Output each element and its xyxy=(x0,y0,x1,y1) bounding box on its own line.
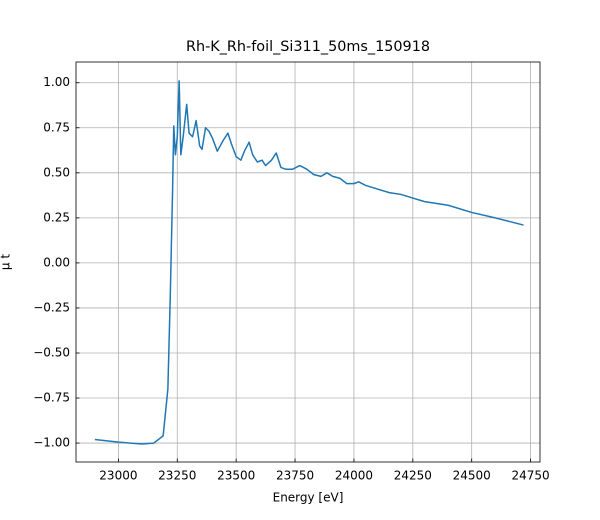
y-tick-label: 0.00 xyxy=(43,255,70,269)
y-tick-label: −0.50 xyxy=(33,345,70,359)
y-tick-label: 0.25 xyxy=(43,210,70,224)
plot-frame xyxy=(75,61,541,463)
chart-title: Rh-K_Rh-foil_Si311_50ms_150918 xyxy=(186,39,430,55)
y-tick-label: 0.50 xyxy=(43,165,70,179)
y-tick-label: −1.00 xyxy=(33,436,70,450)
y-axis-label: μ t xyxy=(0,254,13,270)
y-tick-label: −0.25 xyxy=(33,300,70,314)
x-tick-label: 23500 xyxy=(217,469,255,483)
x-tick-label: 24500 xyxy=(453,469,491,483)
x-tick-label: 24000 xyxy=(335,469,373,483)
x-tick-label: 23750 xyxy=(276,469,314,483)
y-tick-label: 0.75 xyxy=(43,120,70,134)
x-tick-label: 23250 xyxy=(158,469,196,483)
y-tick-label: 1.00 xyxy=(43,75,70,89)
y-tick-label: −0.75 xyxy=(33,391,70,405)
x-tick-label: 23000 xyxy=(99,469,137,483)
data-line xyxy=(94,80,524,445)
x-axis-label: Energy [eV] xyxy=(273,491,344,505)
x-tick-label: 24250 xyxy=(394,469,432,483)
x-tick-label: 24750 xyxy=(511,469,549,483)
